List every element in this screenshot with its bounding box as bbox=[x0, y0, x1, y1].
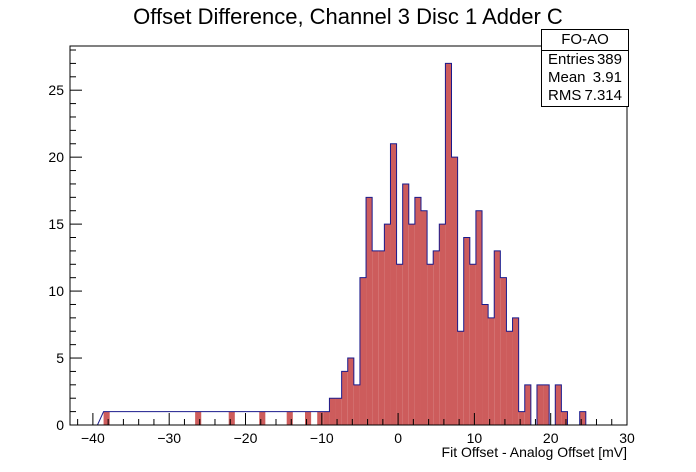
histogram-bar bbox=[103, 411, 110, 425]
y-tick-label: 0 bbox=[56, 417, 64, 433]
histogram-bar bbox=[433, 250, 440, 425]
stats-label: Mean bbox=[548, 69, 586, 86]
stats-label: RMS bbox=[548, 87, 582, 104]
histogram-bar bbox=[372, 250, 379, 425]
x-tick-label: −20 bbox=[234, 430, 258, 446]
chart-title: Offset Difference, Channel 3 Disc 1 Adde… bbox=[133, 4, 563, 29]
histogram-bar bbox=[445, 63, 452, 426]
stats-row-mean: Mean 3.91 bbox=[542, 69, 628, 87]
histogram-bar bbox=[518, 411, 525, 425]
histogram-bar bbox=[506, 331, 513, 425]
histogram-bar bbox=[561, 411, 568, 425]
histogram-bar bbox=[335, 398, 342, 425]
stats-value: 3.91 bbox=[592, 69, 622, 86]
histogram-bar bbox=[536, 384, 544, 425]
histogram-bar bbox=[579, 411, 586, 425]
x-tick-label: 30 bbox=[619, 430, 635, 446]
stats-box: FO-AO Entries 389 Mean 3.91 RMS 7.314 bbox=[541, 29, 629, 107]
histogram-bar bbox=[543, 384, 550, 425]
histogram-bar bbox=[359, 277, 367, 425]
histogram-bar bbox=[439, 224, 446, 425]
histogram-bar bbox=[195, 411, 202, 425]
y-tick-label: 25 bbox=[48, 82, 64, 98]
histogram-bar bbox=[228, 411, 235, 425]
histogram-bar bbox=[323, 411, 330, 425]
histogram-bar bbox=[512, 317, 519, 425]
histogram-bar bbox=[469, 264, 476, 425]
x-tick-label: −30 bbox=[157, 430, 181, 446]
histogram-bar bbox=[488, 317, 495, 425]
x-tick-label: 0 bbox=[394, 430, 402, 446]
histogram-bar bbox=[366, 197, 373, 425]
stats-label: Entries bbox=[548, 51, 595, 68]
histogram-bar bbox=[555, 384, 562, 425]
histogram-bar bbox=[305, 411, 312, 425]
y-tick-label: 15 bbox=[48, 216, 64, 232]
histogram-bar bbox=[384, 224, 391, 425]
plot-frame bbox=[69, 45, 628, 426]
histogram-bar bbox=[524, 384, 531, 425]
y-tick-label: 5 bbox=[56, 350, 64, 366]
y-tick-label: 20 bbox=[48, 149, 64, 165]
histogram-bar bbox=[427, 264, 434, 425]
histogram-bar bbox=[341, 371, 348, 425]
histogram-bar bbox=[482, 304, 489, 425]
x-tick-label: 10 bbox=[467, 430, 483, 446]
histogram-bar bbox=[353, 384, 360, 425]
histogram-bar bbox=[317, 411, 324, 425]
histogram-bar bbox=[347, 358, 354, 425]
stats-row-rms: RMS 7.314 bbox=[542, 87, 628, 105]
histogram-bar bbox=[329, 398, 336, 425]
x-tick-label: −10 bbox=[310, 430, 334, 446]
stats-value: 7.314 bbox=[584, 87, 622, 104]
stats-name: FO-AO bbox=[542, 30, 628, 51]
histogram-bar bbox=[463, 237, 470, 425]
histogram-bar bbox=[420, 210, 428, 425]
stats-row-entries: Entries 389 bbox=[542, 51, 628, 69]
histogram-bar bbox=[414, 197, 421, 425]
y-tick-label: 10 bbox=[48, 283, 64, 299]
histogram-bar bbox=[500, 277, 507, 425]
axes: −40 −30 −20 −10 0 10 20 30 0 5 10 15 20 25 bbox=[48, 45, 635, 446]
histogram-bars bbox=[91, 62, 592, 426]
histogram-bar bbox=[451, 157, 458, 426]
histogram-bar bbox=[286, 411, 293, 425]
histogram-bar bbox=[494, 250, 501, 425]
histogram-bar bbox=[396, 264, 403, 425]
histogram-bar bbox=[475, 210, 483, 425]
histogram-bar bbox=[457, 331, 464, 425]
x-axis-label: Fit Offset - Analog Offset [mV] bbox=[441, 444, 627, 460]
x-tick-label: −40 bbox=[81, 430, 105, 446]
histogram-bar bbox=[408, 224, 415, 425]
histogram-bar bbox=[378, 250, 385, 425]
histogram-bar bbox=[402, 183, 409, 425]
stats-value: 389 bbox=[596, 51, 622, 68]
x-tick-label: 20 bbox=[543, 430, 559, 446]
histogram-bar bbox=[390, 143, 397, 425]
histogram-bar bbox=[259, 411, 266, 425]
